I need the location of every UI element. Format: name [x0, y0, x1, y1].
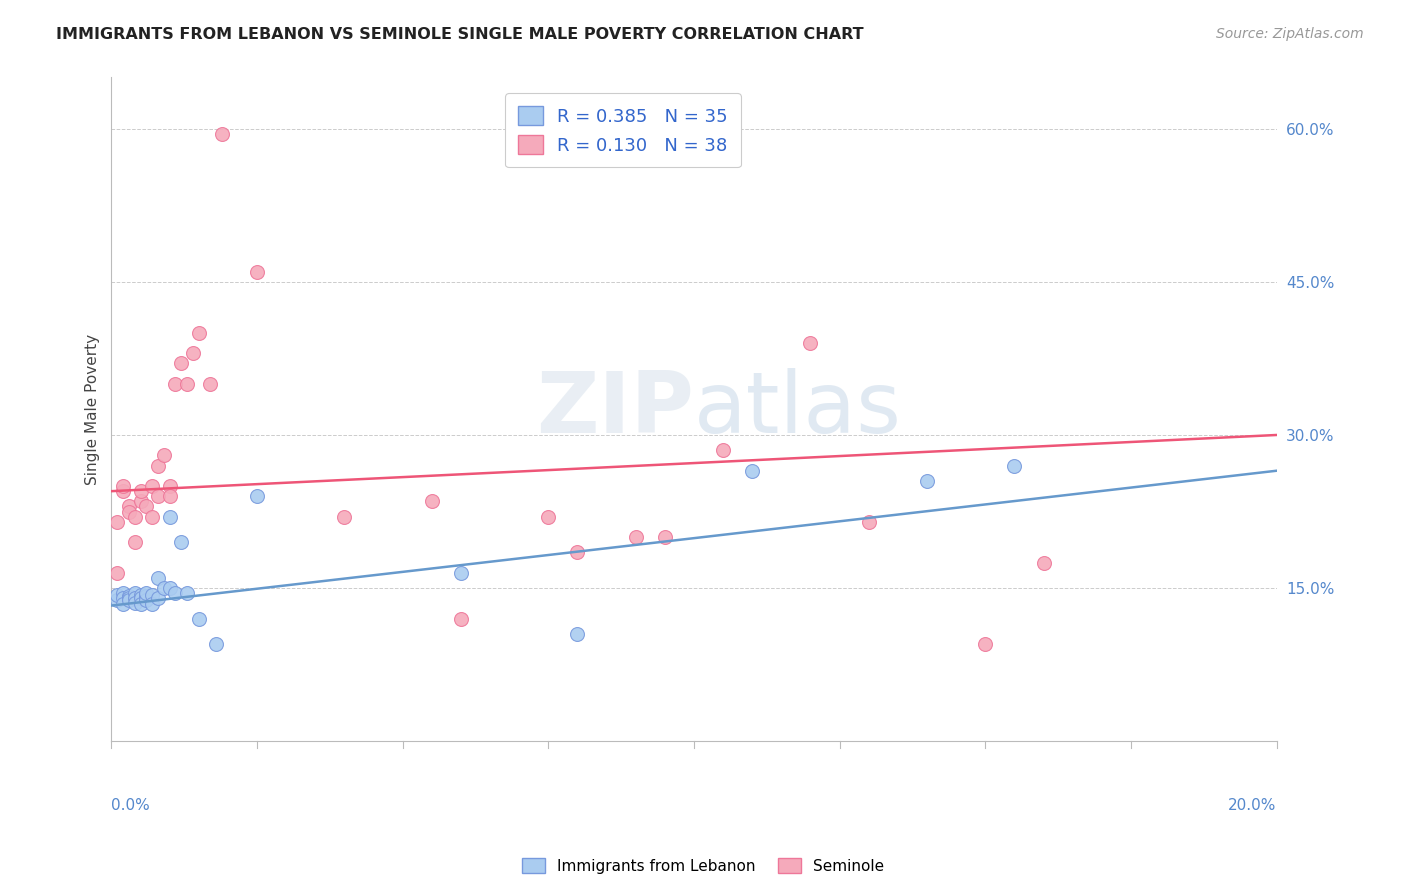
Point: [176, 376, 198, 391]
Point: [187, 326, 209, 340]
Point: [146, 489, 169, 503]
Text: ZIP: ZIP: [536, 368, 695, 451]
Point: [124, 595, 146, 609]
Y-axis label: Single Male Poverty: Single Male Poverty: [86, 334, 100, 485]
Text: IMMIGRANTS FROM LEBANON VS SEMINOLE SINGLE MALE POVERTY CORRELATION CHART: IMMIGRANTS FROM LEBANON VS SEMINOLE SING…: [56, 27, 863, 42]
Point: [153, 449, 176, 463]
Point: [567, 627, 589, 641]
Point: [135, 593, 157, 607]
Point: [112, 479, 135, 493]
Point: [118, 591, 141, 606]
Point: [105, 566, 128, 580]
Legend: Immigrants from Lebanon, Seminole: Immigrants from Lebanon, Seminole: [516, 852, 890, 880]
Point: [153, 581, 176, 595]
Point: [246, 489, 269, 503]
Point: [200, 376, 222, 391]
Point: [165, 586, 187, 600]
Point: [915, 474, 938, 488]
Point: [537, 509, 560, 524]
Point: [170, 356, 193, 370]
Point: [135, 500, 157, 514]
Point: [159, 489, 181, 503]
Point: [124, 586, 146, 600]
Point: [1032, 556, 1054, 570]
Text: Source: ZipAtlas.com: Source: ZipAtlas.com: [1216, 27, 1364, 41]
Point: [741, 464, 763, 478]
Point: [129, 597, 152, 611]
Point: [146, 571, 169, 585]
Point: [146, 458, 169, 473]
Point: [135, 586, 157, 600]
Point: [135, 590, 157, 604]
Point: [567, 545, 589, 559]
Text: atlas: atlas: [695, 368, 903, 451]
Point: [105, 515, 128, 529]
Point: [187, 612, 209, 626]
Point: [118, 505, 141, 519]
Point: [129, 591, 152, 606]
Point: [246, 264, 269, 278]
Point: [118, 593, 141, 607]
Legend: R = 0.385   N = 35, R = 0.130   N = 38: R = 0.385 N = 35, R = 0.130 N = 38: [505, 93, 741, 167]
Point: [129, 494, 152, 508]
Point: [858, 515, 880, 529]
Point: [1002, 458, 1025, 473]
Point: [333, 509, 356, 524]
Point: [112, 597, 135, 611]
Point: [118, 500, 141, 514]
Point: [170, 535, 193, 549]
Point: [205, 637, 228, 651]
Point: [129, 484, 152, 499]
Point: [211, 127, 233, 141]
Point: [141, 479, 163, 493]
Point: [141, 509, 163, 524]
Point: [711, 443, 734, 458]
Point: [146, 591, 169, 606]
Point: [159, 581, 181, 595]
Point: [450, 612, 472, 626]
Point: [129, 588, 152, 602]
Point: [124, 535, 146, 549]
Point: [420, 494, 443, 508]
Point: [118, 590, 141, 604]
Point: [124, 591, 146, 606]
Point: [112, 591, 135, 606]
Point: [165, 376, 187, 391]
Point: [176, 586, 198, 600]
Point: [124, 509, 146, 524]
Point: [624, 530, 647, 544]
Point: [974, 637, 997, 651]
Text: 0.0%: 0.0%: [111, 797, 150, 813]
Point: [654, 530, 676, 544]
Point: [112, 586, 135, 600]
Point: [112, 484, 135, 499]
Point: [799, 336, 821, 351]
Point: [141, 597, 163, 611]
Point: [181, 346, 204, 360]
Point: [105, 588, 128, 602]
Point: [105, 593, 128, 607]
Point: [450, 566, 472, 580]
Point: [159, 509, 181, 524]
Text: 20.0%: 20.0%: [1229, 797, 1277, 813]
Point: [159, 479, 181, 493]
Point: [141, 588, 163, 602]
